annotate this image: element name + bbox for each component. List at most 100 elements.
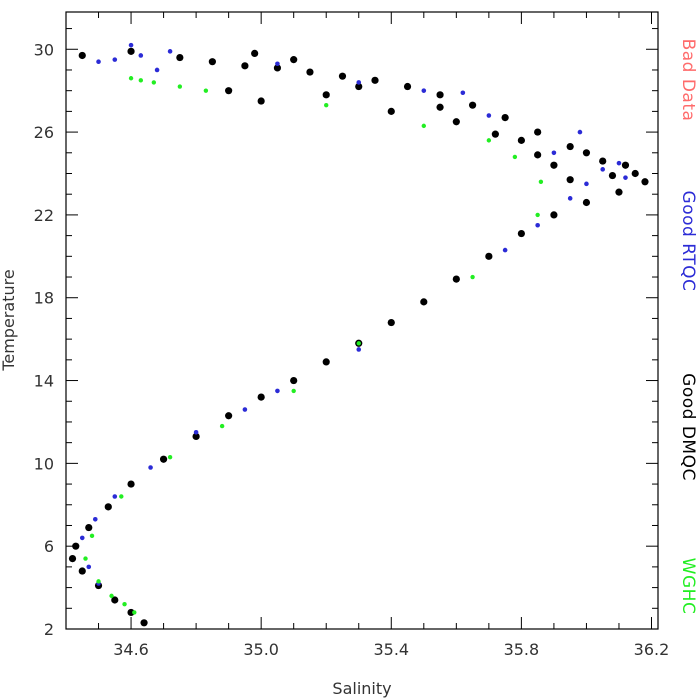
point-wghc xyxy=(470,274,475,280)
point-good-dmqc xyxy=(290,376,298,385)
point-good-dmqc xyxy=(127,480,135,488)
x-tick-label: 35.8 xyxy=(504,640,540,659)
point-good-dmqc xyxy=(371,76,379,84)
point-wghc xyxy=(89,533,95,539)
point-good-dmqc xyxy=(338,72,347,80)
point-good-dmqc xyxy=(290,56,298,64)
point-good-dmqc xyxy=(192,432,200,441)
point-wghc xyxy=(132,610,137,615)
x-axis-ticks: 34.6 35.0 35.4 35.8 36.2 xyxy=(98,12,670,659)
y-tick-label: 30 xyxy=(34,40,54,59)
y-axis-title: Temperature xyxy=(0,269,18,371)
point-good-rtqc xyxy=(275,61,280,67)
point-good-dmqc xyxy=(257,393,265,401)
point-good-rtqc xyxy=(567,196,573,201)
point-wghc xyxy=(512,154,518,160)
legend: Bad Data Good RTQC Good DMQC WGHC xyxy=(678,39,698,615)
point-good-dmqc xyxy=(517,229,525,238)
point-wghc xyxy=(122,601,127,607)
point-good-rtqc xyxy=(112,494,118,499)
point-good-dmqc xyxy=(485,252,493,260)
point-good-dmqc xyxy=(566,142,574,151)
point-good-dmqc xyxy=(251,49,259,58)
point-wghc xyxy=(535,212,540,218)
point-wghc xyxy=(167,454,173,460)
point-good-rtqc xyxy=(486,113,492,118)
point-good-rtqc xyxy=(584,181,589,187)
point-good-dmqc xyxy=(104,503,112,511)
point-good-dmqc xyxy=(534,128,542,136)
point-good-rtqc xyxy=(356,80,362,85)
point-good-dmqc xyxy=(582,149,591,157)
point-good-dmqc xyxy=(159,455,168,463)
point-good-dmqc xyxy=(582,198,591,207)
point-good-dmqc xyxy=(273,64,282,72)
point-wghc xyxy=(219,423,225,429)
point-good-dmqc xyxy=(566,176,574,184)
point-good-rtqc xyxy=(193,430,199,435)
point-good-rtqc xyxy=(275,388,280,394)
point-good-rtqc xyxy=(148,465,153,470)
point-good-dmqc xyxy=(306,68,314,76)
point-good-dmqc xyxy=(127,608,135,617)
point-good-dmqc xyxy=(599,157,607,165)
point-good-dmqc xyxy=(241,62,249,70)
point-good-rtqc xyxy=(577,129,583,135)
point-good-dmqc xyxy=(420,298,428,306)
point-good-rtqc xyxy=(460,90,466,96)
point-good-dmqc xyxy=(403,82,412,91)
point-good-rtqc xyxy=(502,247,508,253)
point-good-rtqc xyxy=(138,53,144,58)
point-good-dmqc xyxy=(387,318,395,327)
point-wghc xyxy=(96,579,101,584)
point-wghc xyxy=(486,138,492,143)
y-tick-label: 6 xyxy=(44,537,54,556)
point-wghc xyxy=(128,76,134,81)
point-good-rtqc xyxy=(167,49,173,54)
point-good-dmqc xyxy=(436,91,444,99)
legend-wghc: WGHC xyxy=(678,558,698,615)
point-wghc xyxy=(109,593,114,599)
point-good-rtqc xyxy=(96,59,101,64)
point-wghc xyxy=(291,388,296,394)
point-good-dmqc xyxy=(78,567,86,575)
point-wghc xyxy=(83,556,88,561)
point-good-dmqc xyxy=(208,58,216,66)
point-good-rtqc xyxy=(535,222,540,228)
plot-frame xyxy=(65,11,659,630)
point-good-rtqc xyxy=(86,564,92,570)
point-good-dmqc xyxy=(68,555,77,563)
point-good-dmqc xyxy=(641,178,649,186)
point-good-rtqc xyxy=(242,407,248,412)
point-wghc xyxy=(421,123,427,129)
point-good-rtqc xyxy=(92,516,98,522)
point-good-dmqc xyxy=(631,169,639,178)
x-tick-label: 36.2 xyxy=(634,640,670,659)
x-axis-title: Salinity xyxy=(332,679,391,698)
point-good-dmqc xyxy=(501,113,509,122)
point-good-dmqc xyxy=(127,47,135,55)
point-good-dmqc xyxy=(621,161,630,169)
point-good-dmqc xyxy=(517,136,525,144)
point-good-dmqc xyxy=(140,619,148,627)
y-tick-label: 18 xyxy=(34,289,54,308)
point-good-dmqc xyxy=(387,107,395,115)
point-good-dmqc xyxy=(322,358,330,366)
point-good-dmqc xyxy=(355,82,363,91)
point-good-dmqc xyxy=(72,542,80,550)
point-good-dmqc xyxy=(615,188,623,196)
point-wghc xyxy=(119,494,124,499)
point-good-dmqc xyxy=(111,596,119,604)
x-tick-label: 35.4 xyxy=(373,640,409,659)
point-good-dmqc xyxy=(225,412,233,420)
point-wghc xyxy=(177,84,183,89)
point-good-rtqc xyxy=(623,175,628,180)
legend-good-dmqc: Good DMQC xyxy=(678,373,698,481)
point-good-dmqc xyxy=(608,171,617,180)
point-good-rtqc xyxy=(128,42,134,48)
point-good-dmqc xyxy=(225,87,233,95)
x-tick-label: 34.6 xyxy=(113,640,149,659)
legend-good-rtqc: Good RTQC xyxy=(678,191,698,292)
